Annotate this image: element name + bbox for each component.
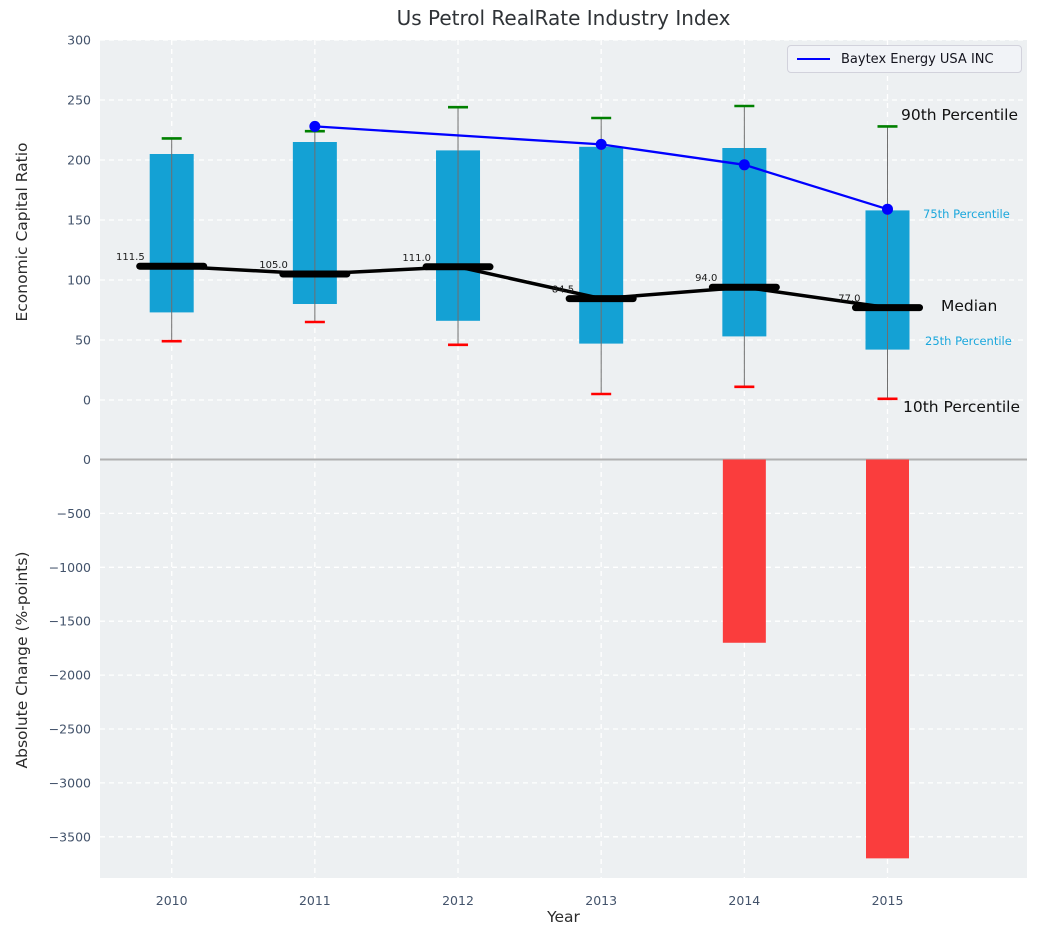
- x-tick-label: 2010: [156, 893, 188, 908]
- top-y-tick-label: 50: [75, 333, 91, 348]
- median-value-label: 94.0: [695, 273, 717, 284]
- company-marker: [738, 159, 750, 171]
- top-y-tick-label: 0: [83, 393, 91, 408]
- top-y-tick-label: 150: [67, 213, 91, 228]
- bottom-y-axis-label: Absolute Change (%-points): [13, 551, 31, 769]
- x-tick-label: 2014: [728, 893, 760, 908]
- bottom-y-tick-label: −2500: [49, 722, 91, 737]
- label-90th-percentile: 90th Percentile: [901, 106, 1019, 124]
- x-axis-label: Year: [547, 908, 580, 926]
- median-value-label: 111.5: [116, 252, 145, 263]
- company-marker: [595, 138, 607, 150]
- legend: Baytex Energy USA INC: [787, 45, 1022, 73]
- median-value-label: 84.5: [552, 285, 574, 296]
- label-25th-percentile: 25th Percentile: [925, 334, 1012, 348]
- change-bar: [866, 459, 909, 859]
- bottom-y-tick-label: −1000: [49, 560, 91, 575]
- bottom-y-tick-label: −2000: [49, 668, 91, 683]
- label-75th-percentile: 75th Percentile: [923, 207, 1010, 221]
- bottom-y-tick-label: −3500: [49, 829, 91, 844]
- x-tick-label: 2015: [872, 893, 904, 908]
- bottom-y-tick-label: 0: [83, 452, 91, 467]
- change-bar: [722, 459, 766, 643]
- top-y-tick-label: 100: [67, 273, 91, 288]
- x-tick-label: 2012: [442, 893, 474, 908]
- top-y-axis-label: Economic Capital Ratio: [13, 142, 31, 322]
- median-value-label: 77.0: [838, 294, 860, 305]
- company-line: [314, 125, 888, 211]
- top-y-tick-label: 250: [67, 93, 91, 108]
- top-y-tick-label: 200: [67, 153, 91, 168]
- median-value-label: 111.0: [402, 253, 431, 264]
- bottom-y-tick-label: −3000: [49, 775, 91, 790]
- label-median: Median: [941, 297, 998, 315]
- legend-line-sample: [797, 58, 830, 60]
- company-marker: [882, 203, 893, 215]
- median-value-label: 105.0: [259, 260, 288, 271]
- top-y-tick-label: 300: [67, 33, 91, 48]
- label-10th-percentile: 10th Percentile: [903, 398, 1021, 416]
- bottom-y-tick-label: −500: [57, 506, 91, 521]
- bottom-y-tick-label: −1500: [49, 614, 91, 629]
- chart-title: Us Petrol RealRate Industry Index: [396, 6, 731, 30]
- company-marker: [309, 120, 321, 132]
- legend-label: Baytex Energy USA INC: [841, 51, 994, 67]
- x-tick-label: 2013: [585, 893, 617, 908]
- x-tick-label: 2011: [299, 893, 331, 908]
